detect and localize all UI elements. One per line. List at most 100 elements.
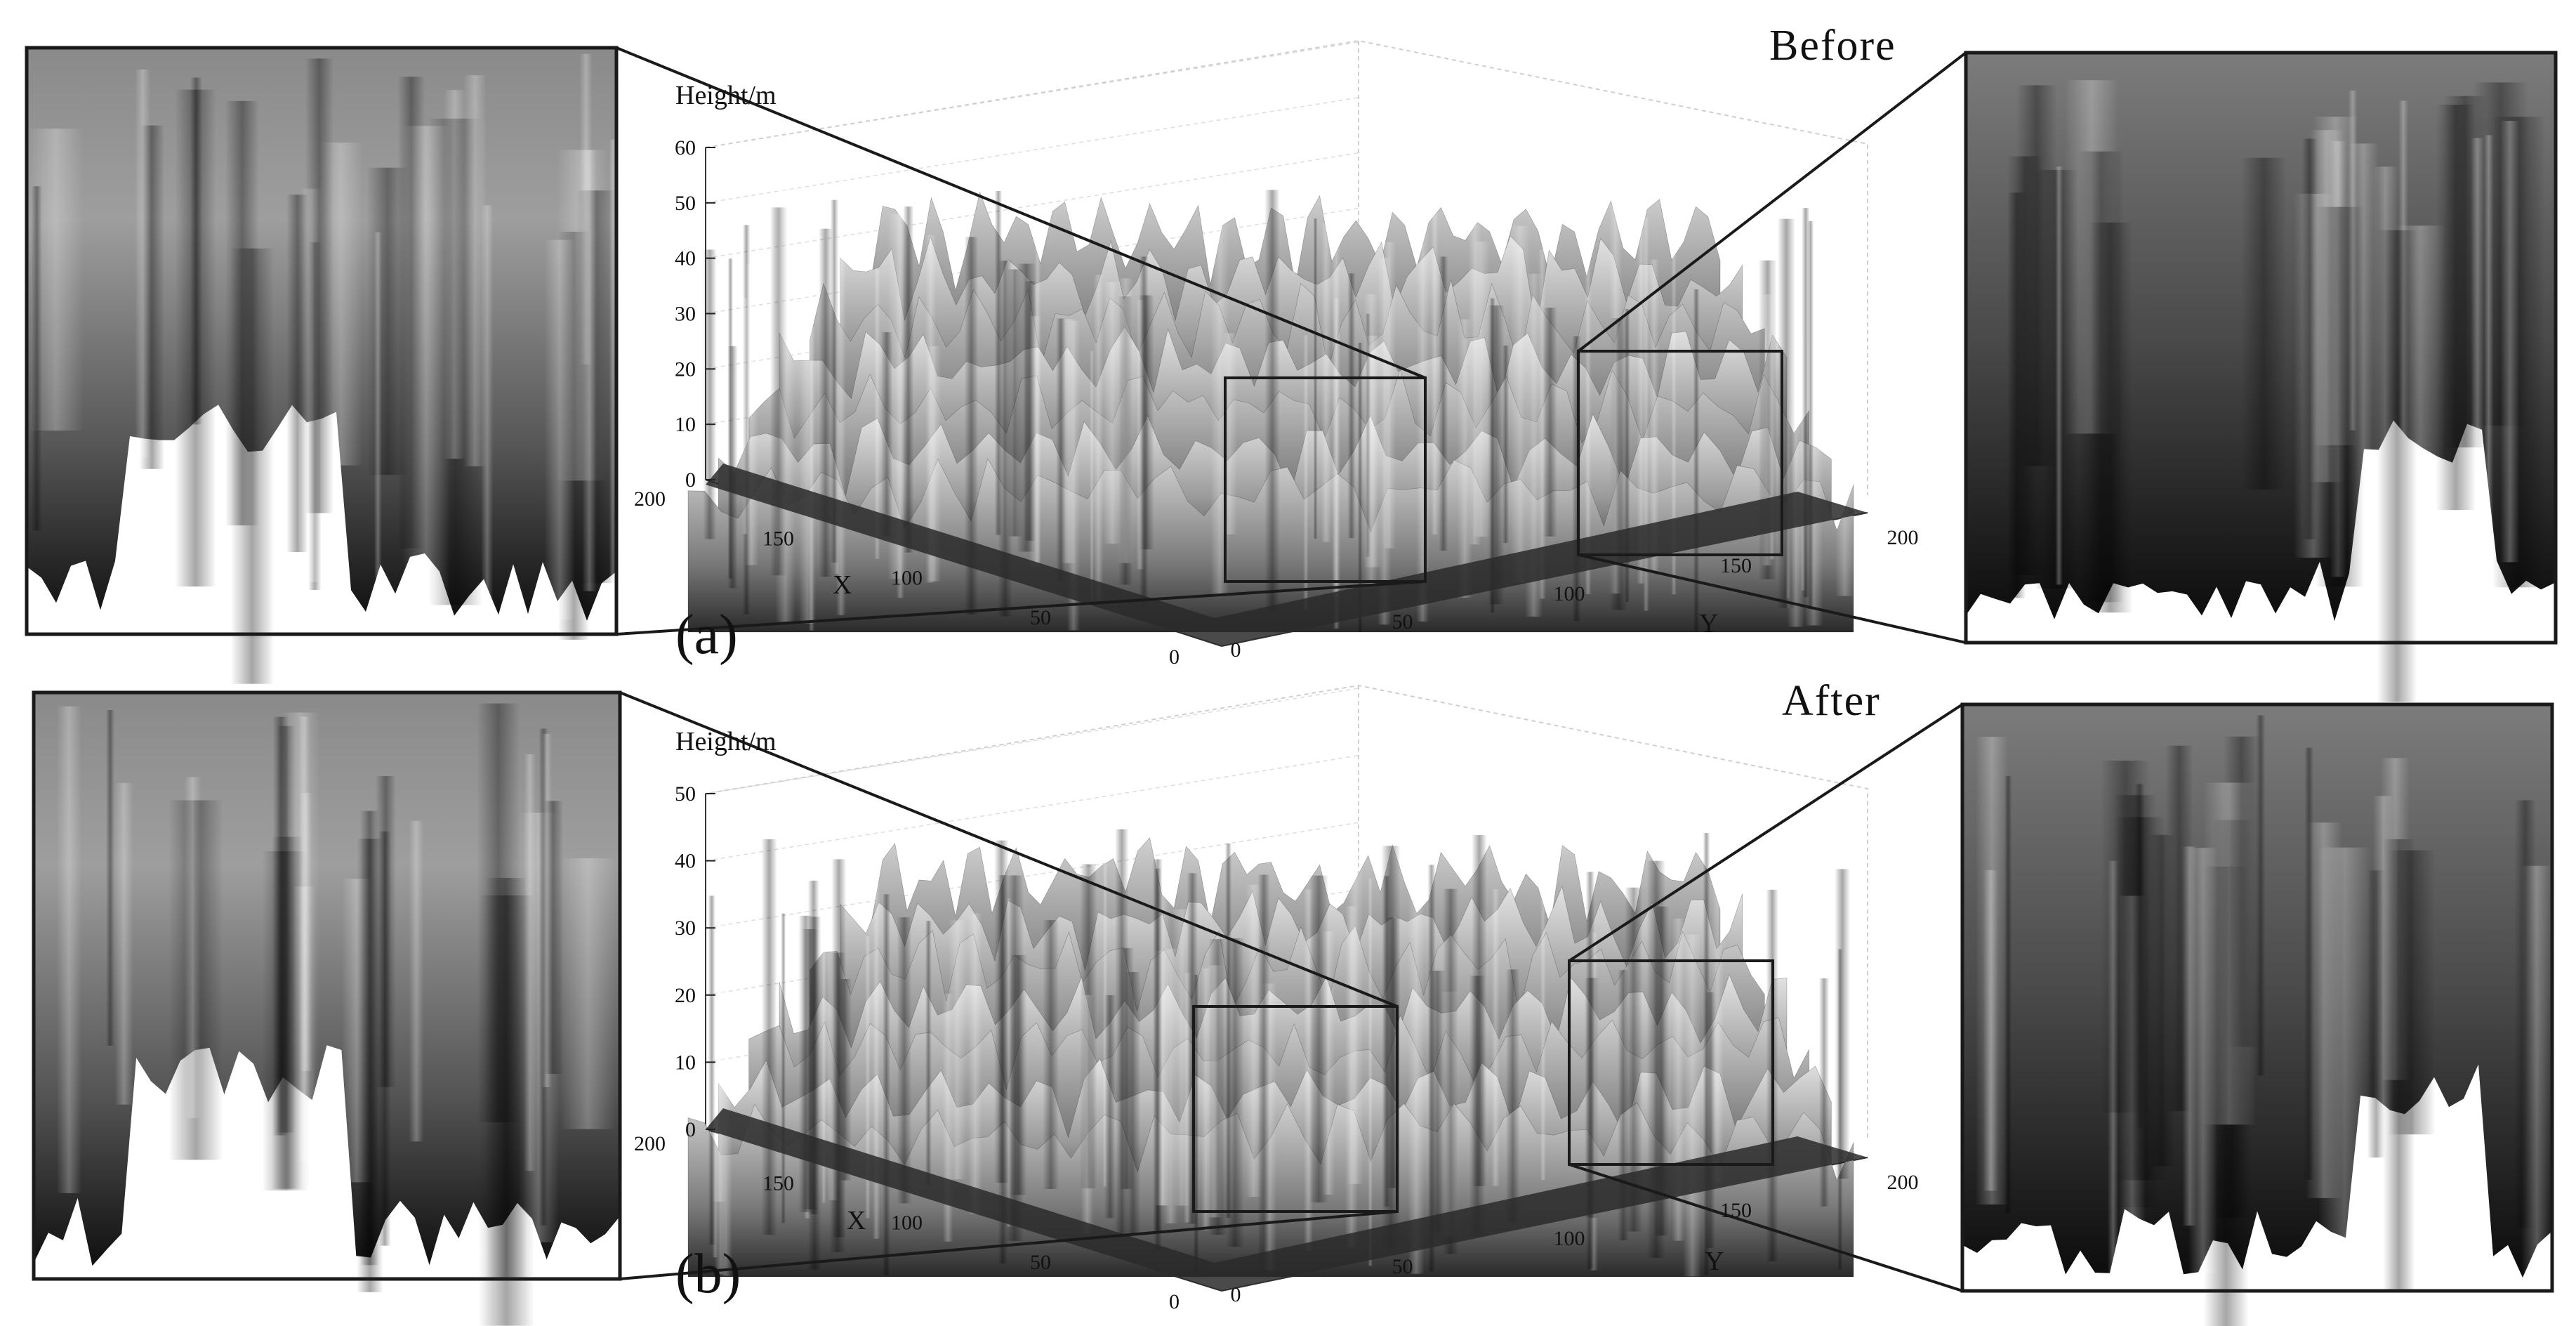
surface-streak (1368, 878, 1373, 1266)
z-gridline (705, 152, 1359, 259)
inset-streak (2521, 865, 2552, 1326)
surface-streak (872, 836, 880, 1239)
inset-streak (560, 858, 616, 1129)
inset-streak (105, 709, 114, 1046)
surface-streak (882, 894, 891, 1276)
z-axis-label: Height/m (675, 727, 777, 756)
connector-lines (616, 46, 1967, 644)
surface-streak (1672, 918, 1686, 1241)
inset-streak (543, 801, 564, 1075)
y-axis-label: Y (1699, 609, 1718, 638)
x-axis-label: X (833, 570, 852, 600)
inset-streak (443, 90, 466, 459)
x-tick-label: 50 (1030, 1251, 1051, 1274)
surface-base (706, 1108, 1868, 1291)
surface-streak (1543, 308, 1557, 537)
inset-streak (114, 782, 133, 1105)
connector-line (1568, 703, 1964, 962)
x-tick-label: 50 (1030, 606, 1051, 629)
surface-streak (781, 913, 786, 1223)
inset-streak (2388, 850, 2436, 1135)
panel-b: 0 10 20 30 40 50 0 50 100 150 200 0 50 100 150 200 He… (32, 677, 2554, 1326)
zoom-rect (1192, 1005, 1399, 1213)
surface-streak (1683, 934, 1702, 1277)
inset-streak (2471, 138, 2484, 478)
inset-streak (56, 706, 82, 1193)
surface-streak (1007, 269, 1024, 537)
surface-streak (998, 875, 1008, 1264)
inset-frame (32, 690, 622, 1281)
surface-streak (1206, 965, 1223, 1218)
z-tick-label: 40 (675, 247, 696, 270)
surface-streak (1802, 208, 1810, 598)
inset-streak (2241, 157, 2287, 490)
surface-streak (1649, 259, 1660, 571)
surface-streak (1710, 872, 1724, 1183)
surface-streak (1363, 294, 1380, 587)
surface-streak (798, 248, 817, 624)
connector-line (619, 691, 1398, 1008)
surface-streak (994, 190, 1003, 535)
surface-streak (1333, 298, 1340, 629)
surface-streak (1505, 969, 1520, 1223)
surface-streak (1468, 204, 1481, 545)
y-tick-label: 150 (1720, 554, 1752, 577)
surface-streak (1807, 221, 1814, 610)
y-tick-label: 50 (1392, 610, 1413, 634)
connector-line (616, 580, 1426, 636)
surface-streak (1029, 316, 1042, 567)
surface-streak (1618, 970, 1629, 1241)
z-gridline (705, 97, 1359, 204)
surface-streak (1382, 242, 1396, 549)
surface-streak (711, 877, 727, 1202)
surface-streak (1416, 206, 1429, 622)
z-tick-label: 60 (675, 136, 696, 159)
surface-streak (1585, 193, 1592, 594)
x-tick-label: 150 (762, 527, 794, 550)
surface-streak (903, 206, 914, 553)
surface-streak (727, 258, 734, 579)
surface-streak (1321, 222, 1332, 542)
zoom-box-left (1224, 376, 1427, 583)
surface-streak (1246, 884, 1262, 1197)
inset-streak (2007, 192, 2026, 598)
surface-streak (1303, 335, 1309, 611)
z-gridline (705, 754, 1359, 862)
x-ticks: 0 50 100 150 200 (634, 487, 1180, 669)
connector-line (616, 46, 1426, 379)
inset-streak (31, 186, 42, 531)
surface-streak (925, 921, 932, 1186)
x-tick-label: 100 (891, 567, 923, 590)
z-ticks: 0 10 20 30 40 50 60 (675, 136, 715, 492)
surface-streak (874, 268, 880, 559)
z-tick-label: 30 (675, 303, 696, 326)
inset-streak (2318, 847, 2371, 1326)
y-tick-label: 0 (1231, 1283, 1241, 1306)
surface-streak (1139, 256, 1149, 607)
surface-streak (1093, 275, 1104, 603)
connector-lines (619, 691, 1964, 1292)
inset-right (1964, 51, 2558, 702)
surface-streak (708, 895, 715, 1245)
panel-label: (a) (675, 604, 738, 666)
inset-streak (402, 126, 450, 624)
zoom-rect (1568, 959, 1774, 1166)
inset-streak (582, 150, 597, 591)
z-gridline (705, 41, 1359, 148)
inset-streak (544, 239, 576, 620)
surface-streak (821, 860, 826, 1203)
surface-streak (1693, 289, 1700, 631)
inset-left (32, 690, 622, 1326)
z-tick-label: 20 (675, 984, 696, 1007)
surface-streak (1408, 837, 1425, 1274)
z-axis-label: Height/m (675, 81, 777, 110)
connector-line (619, 1210, 1398, 1280)
surface-streak (1439, 256, 1448, 551)
surface-streak (833, 192, 840, 575)
connector-line (1577, 51, 1967, 353)
inset-streak (2088, 222, 2133, 613)
inset-streak (409, 820, 424, 1142)
surface-streak (1357, 342, 1363, 632)
surface-streak (1443, 888, 1459, 1254)
surface-streak (1609, 203, 1622, 594)
